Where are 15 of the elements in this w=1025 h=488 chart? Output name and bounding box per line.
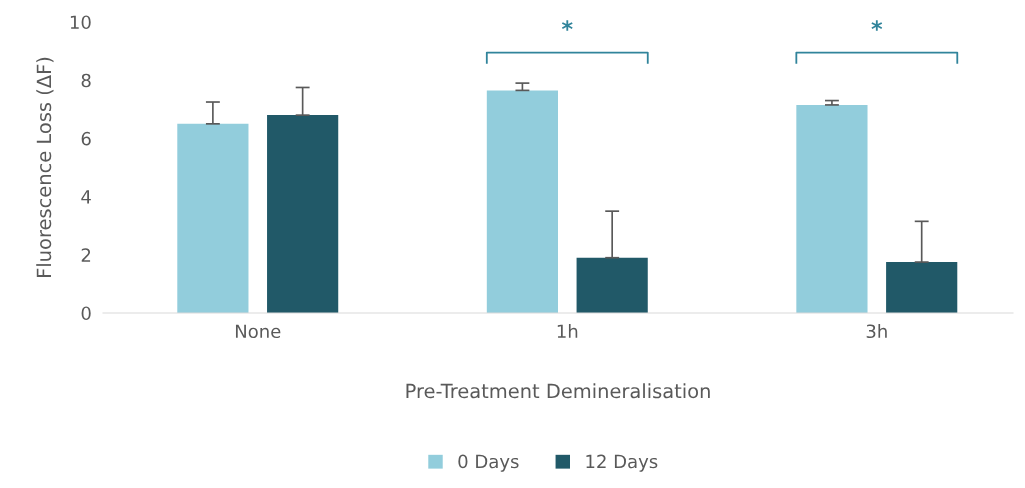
y-tick-label: 8 <box>81 73 91 88</box>
y-axis-title: Fluorescence Loss (ΔF) <box>36 57 54 277</box>
y-tick-label: 10 <box>70 15 91 30</box>
x-tick-label: 3h <box>866 324 887 339</box>
x-tick-label: 1h <box>557 324 578 338</box>
annotation: * <box>561 20 573 31</box>
x-tick-label: None <box>235 324 281 339</box>
legend-label: 12 Days <box>586 454 658 472</box>
x-axis-title: Pre-Treatment Demineralisation <box>406 383 710 399</box>
annotation: * <box>871 20 883 31</box>
y-tick-label: 4 <box>81 190 91 204</box>
y-tick-label: 0 <box>81 306 91 321</box>
y-tick-label: 6 <box>81 131 91 146</box>
legend-label: 0 Days <box>458 454 519 472</box>
y-tick-label: 2 <box>81 248 91 262</box>
